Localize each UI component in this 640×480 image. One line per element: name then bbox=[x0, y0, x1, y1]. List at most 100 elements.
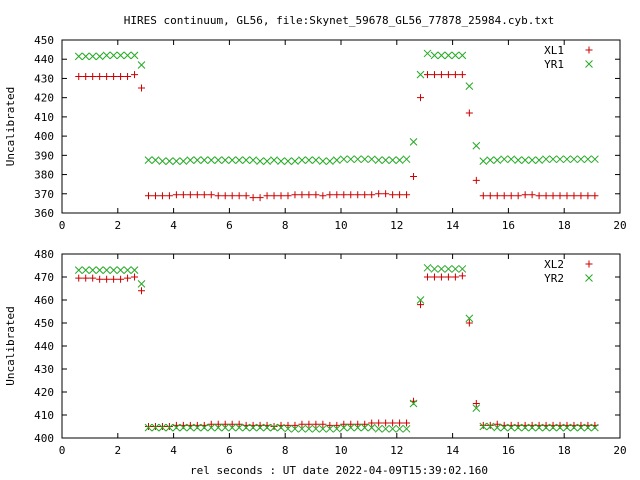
data-point-plus bbox=[270, 192, 278, 200]
y-tick-label: 440 bbox=[34, 53, 54, 66]
data-point-plus bbox=[549, 192, 557, 200]
data-point-cross bbox=[570, 155, 578, 164]
data-point-cross bbox=[577, 155, 585, 164]
x-tick-label: 4 bbox=[170, 444, 177, 457]
data-point-cross bbox=[479, 422, 488, 431]
data-point-cross bbox=[312, 424, 320, 433]
data-point-plus bbox=[144, 423, 152, 430]
data-point-plus bbox=[235, 420, 243, 428]
data-point-cross bbox=[577, 423, 585, 432]
data-point-plus bbox=[403, 419, 411, 427]
x-tick-label: 12 bbox=[390, 444, 403, 457]
legend-plus-icon bbox=[585, 46, 593, 54]
data-point-cross bbox=[298, 156, 306, 164]
data-point-cross bbox=[319, 424, 327, 433]
data-point-cross bbox=[535, 156, 543, 164]
x-tick-label: 16 bbox=[502, 444, 515, 457]
data-point-plus bbox=[396, 191, 404, 199]
data-point-plus bbox=[75, 73, 83, 81]
data-point-cross bbox=[109, 266, 118, 274]
data-point-plus bbox=[535, 192, 543, 200]
data-point-cross bbox=[388, 156, 397, 164]
y-tick-label: 440 bbox=[34, 340, 54, 353]
data-point-plus bbox=[389, 419, 397, 427]
data-point-plus bbox=[333, 421, 341, 429]
data-point-plus bbox=[423, 71, 431, 79]
data-point-plus bbox=[151, 423, 159, 430]
data-point-cross bbox=[193, 423, 202, 432]
data-point-cross bbox=[458, 51, 467, 60]
x-axis-label: rel seconds : UT date 2022-04-09T15:39:0… bbox=[190, 464, 488, 477]
data-point-cross bbox=[479, 157, 488, 165]
x-tick-label: 18 bbox=[558, 444, 571, 457]
data-point-cross bbox=[81, 266, 90, 274]
data-point-plus bbox=[131, 71, 139, 79]
data-point-plus bbox=[514, 192, 522, 200]
data-point-cross bbox=[158, 423, 167, 432]
data-point-plus bbox=[417, 301, 425, 309]
data-point-cross bbox=[416, 70, 425, 79]
data-point-cross bbox=[200, 423, 209, 432]
data-point-cross bbox=[353, 423, 362, 432]
data-point-cross bbox=[277, 423, 285, 432]
data-point-plus bbox=[110, 275, 118, 283]
data-point-cross bbox=[270, 423, 278, 432]
data-point-cross bbox=[116, 266, 125, 274]
data-point-cross bbox=[591, 155, 599, 164]
data-point-cross bbox=[312, 156, 320, 164]
data-point-cross bbox=[256, 423, 264, 432]
data-point-plus bbox=[326, 191, 334, 199]
data-point-cross bbox=[549, 155, 557, 164]
data-point-plus bbox=[284, 421, 292, 429]
data-point-cross bbox=[563, 423, 571, 432]
data-point-plus bbox=[277, 192, 285, 200]
data-point-plus bbox=[298, 420, 306, 428]
data-point-plus bbox=[354, 191, 362, 199]
data-point-cross bbox=[179, 423, 188, 432]
data-point-cross bbox=[500, 155, 509, 164]
data-point-plus bbox=[417, 94, 425, 102]
y-tick-label: 410 bbox=[34, 111, 54, 124]
data-point-plus bbox=[347, 420, 355, 428]
plot-frame bbox=[61, 253, 621, 439]
data-point-cross bbox=[472, 141, 481, 150]
data-point-cross bbox=[242, 423, 250, 432]
data-point-plus bbox=[319, 192, 327, 200]
y-axis-label: Uncalibrated bbox=[4, 87, 17, 166]
data-point-plus bbox=[172, 191, 180, 199]
data-point-cross bbox=[507, 423, 516, 432]
bottom-panel: 0 2 4 6 8 10 12 14 16 18 20 400 410 420 430 440 450 460 47… bbox=[4, 248, 627, 457]
data-point-plus bbox=[430, 71, 438, 79]
data-point-cross bbox=[144, 423, 153, 432]
data-point-plus bbox=[444, 71, 452, 79]
data-point-plus bbox=[228, 420, 236, 428]
data-point-cross bbox=[486, 422, 495, 431]
data-point-plus bbox=[382, 419, 390, 427]
data-point-plus bbox=[500, 192, 508, 200]
data-point-cross bbox=[514, 423, 523, 432]
data-point-cross bbox=[88, 52, 97, 61]
data-point-cross bbox=[109, 51, 118, 60]
data-point-cross bbox=[591, 423, 599, 432]
data-point-plus bbox=[493, 420, 501, 428]
y-axis-label: Uncalibrated bbox=[4, 306, 17, 385]
x-tick-label: 12 bbox=[390, 219, 403, 232]
data-point-plus bbox=[96, 275, 104, 283]
x-tick-label: 16 bbox=[502, 219, 515, 232]
chart-title: HIRES continuum, GL56, file:Skynet_59678… bbox=[124, 14, 554, 27]
data-point-plus bbox=[96, 73, 104, 81]
data-point-cross bbox=[179, 157, 188, 165]
data-point-cross bbox=[102, 51, 111, 60]
data-point-cross bbox=[228, 423, 237, 432]
data-point-cross bbox=[374, 424, 383, 433]
data-point-cross bbox=[493, 423, 502, 432]
data-point-cross bbox=[486, 156, 495, 164]
data-point-cross bbox=[493, 156, 502, 164]
data-point-plus bbox=[563, 192, 571, 200]
legend-label: YR1 bbox=[544, 58, 564, 71]
x-tick-label: 6 bbox=[226, 444, 233, 457]
legend-cross-icon bbox=[585, 60, 593, 68]
data-point-cross bbox=[123, 266, 132, 274]
legend-marker bbox=[585, 60, 593, 68]
